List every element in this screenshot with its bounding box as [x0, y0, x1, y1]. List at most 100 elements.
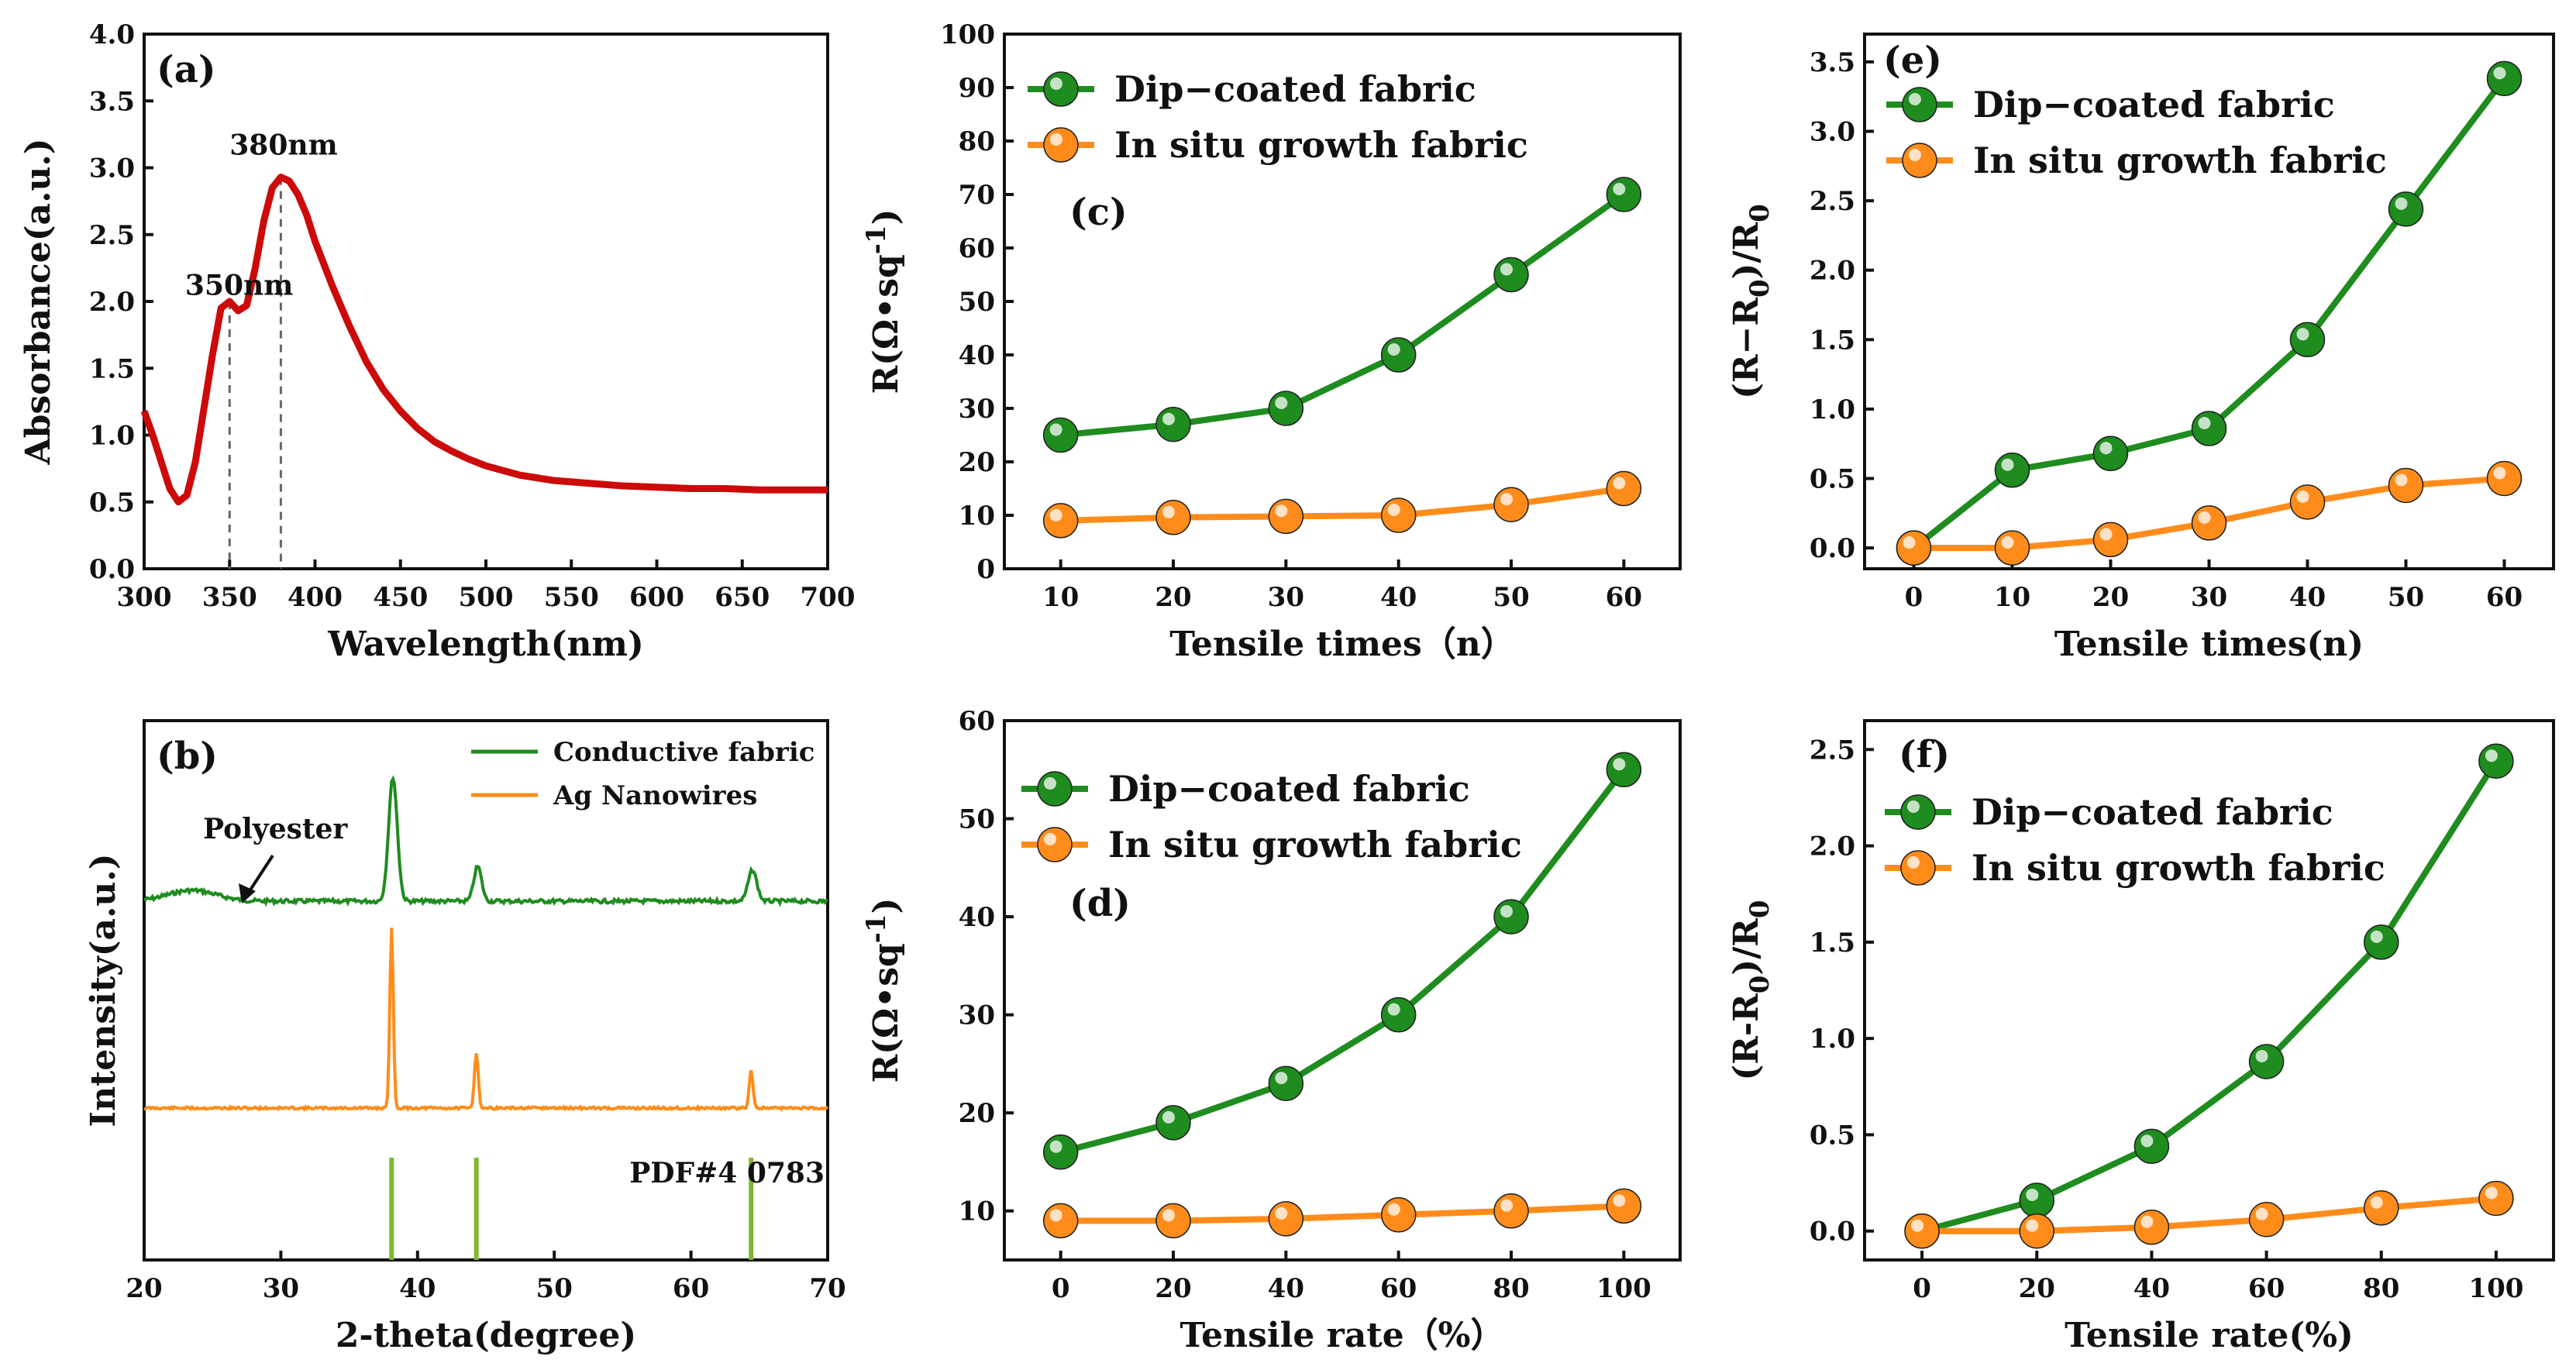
x-axis-label: Tensile times(n) — [2054, 625, 2364, 664]
legend-label: Dip−coated fabric — [1114, 68, 1476, 110]
x-tick-label: 300 — [117, 582, 172, 613]
data-point-dip-coated-highlight — [1049, 423, 1062, 436]
data-point-dip-coated-highlight — [2296, 328, 2309, 341]
data-point-in-situ — [1904, 1213, 1940, 1249]
data-point-dip-coated-highlight — [2001, 458, 2014, 471]
data-point-dip-coated — [2364, 924, 2399, 960]
y-tick-label: 90 — [959, 73, 995, 104]
plot-frame-b — [143, 719, 829, 1262]
x-tick-label: 650 — [715, 582, 770, 613]
y-axis-label: Intensity(a.u.) — [84, 853, 123, 1127]
y-tick-label: 60 — [959, 233, 995, 264]
x-axis-label: Tensile rate(%) — [2065, 1316, 2354, 1355]
x-tick-label: 20 — [2019, 1273, 2055, 1304]
y-tick-label: 30 — [959, 394, 995, 425]
legend-label: Dip−coated fabric — [1973, 84, 2335, 126]
data-point-dip-coated — [2191, 411, 2227, 446]
legend-marker-highlight — [1050, 133, 1062, 146]
panel-label: (c) — [1069, 191, 1128, 234]
data-point-in-situ-highlight — [2001, 536, 2014, 549]
y-tick-label: 0.0 — [1810, 1217, 1855, 1248]
y-tick-label: 2.5 — [1810, 735, 1855, 766]
y-tick-label: 100 — [940, 19, 995, 50]
data-point-in-situ — [2289, 484, 2326, 520]
data-point-in-situ — [1896, 530, 1932, 566]
data-point-dip-coated — [2486, 60, 2523, 97]
x-tick-label: 50 — [1493, 582, 1529, 613]
data-point-in-situ-highlight — [1275, 1206, 1288, 1220]
x-tick-label: 100 — [2468, 1273, 2523, 1304]
legend-label: In situ growth fabric — [1114, 124, 1528, 166]
y-axis-label: R(Ω•sq-1) — [861, 209, 906, 394]
data-point-in-situ — [1268, 1201, 1304, 1237]
data-point-in-situ-highlight — [1387, 504, 1400, 516]
legend-marker-highlight — [1907, 856, 1920, 869]
conductive-fabric-trace — [143, 775, 828, 907]
data-point-in-situ-highlight — [2255, 1207, 2268, 1220]
y-axis-label: Absorbance(a.u.) — [19, 138, 58, 465]
data-point-in-situ — [2019, 1213, 2054, 1249]
data-point-in-situ — [2486, 460, 2523, 497]
legend-label: Conductive fabric — [553, 737, 814, 768]
data-point-dip-coated — [1268, 1065, 1304, 1101]
data-point-dip-coated — [1380, 997, 1417, 1033]
x-tick-label: 40 — [399, 1273, 436, 1304]
legend-label: Dip−coated fabric — [1972, 791, 2333, 833]
data-point-in-situ-highlight — [2099, 528, 2113, 541]
y-tick-label: 0.5 — [1810, 464, 1855, 495]
peak-label-380: 380nm — [229, 129, 337, 161]
data-point-in-situ — [1042, 503, 1079, 539]
data-point-dip-coated — [1155, 1105, 1191, 1141]
legend-marker — [1043, 127, 1079, 163]
x-tick-label: 20 — [1155, 582, 1191, 613]
y-tick-label: 50 — [959, 804, 995, 835]
data-point-dip-coated — [1380, 337, 1417, 373]
data-point-in-situ — [2133, 1209, 2170, 1245]
data-point-in-situ-highlight — [1500, 1199, 1513, 1212]
y-tick-label: 20 — [959, 1098, 995, 1129]
data-point-in-situ — [1155, 500, 1191, 535]
data-point-in-situ — [2191, 505, 2227, 541]
data-point-in-situ — [2248, 1202, 2285, 1237]
legend-marker — [1902, 143, 1937, 178]
y-tick-label: 80 — [959, 126, 995, 157]
data-point-dip-coated — [2478, 743, 2514, 779]
y-tick-label: 20 — [959, 447, 995, 478]
x-tick-label: 60 — [2248, 1273, 2285, 1304]
y-tick-label: 0 — [976, 554, 995, 585]
data-point-dip-coated — [1155, 406, 1191, 442]
x-tick-label: 0 — [1913, 1273, 1931, 1304]
y-tick-label: 1.0 — [1810, 1024, 1855, 1055]
x-tick-label: 0 — [1905, 582, 1923, 613]
data-point-in-situ-highlight — [1049, 1209, 1062, 1222]
x-tick-label: 80 — [1493, 1273, 1529, 1304]
data-point-in-situ-highlight — [1613, 1194, 1626, 1207]
y-tick-label: 0.0 — [1810, 533, 1855, 564]
legend-marker-highlight — [1909, 93, 1921, 105]
x-axis-label: Tensile times（n） — [1169, 625, 1515, 664]
data-point-dip-coated — [1493, 256, 1529, 293]
data-point-in-situ — [1606, 470, 1642, 507]
data-point-dip-coated-highlight — [1275, 397, 1288, 409]
data-point-in-situ — [1268, 498, 1304, 535]
legend-marker-highlight — [1044, 833, 1056, 845]
y-tick-label: 1.5 — [1810, 325, 1855, 356]
x-tick-label: 30 — [2191, 582, 2227, 613]
x-tick-label: 80 — [2363, 1273, 2399, 1304]
y-tick-label: 2.0 — [89, 287, 135, 318]
y-tick-label: 70 — [959, 180, 995, 211]
series-line-in-situ — [1922, 1195, 2497, 1234]
data-point-dip-coated — [1268, 391, 1304, 426]
x-tick-label: 600 — [629, 582, 684, 613]
data-point-dip-coated-highlight — [1049, 1140, 1062, 1153]
data-point-dip-coated — [2248, 1044, 2285, 1079]
peak-label-350: 350nm — [185, 269, 293, 301]
polyester-label: Polyester — [203, 813, 348, 845]
panel-label: (b) — [157, 735, 218, 778]
plot-frame-c — [1003, 33, 1682, 570]
x-tick-label: 70 — [809, 1273, 845, 1304]
y-tick-label: 10 — [959, 1196, 995, 1227]
x-tick-label: 0 — [1052, 1273, 1070, 1304]
data-point-dip-coated — [1493, 899, 1529, 935]
data-point-in-situ-highlight — [1387, 1203, 1400, 1216]
